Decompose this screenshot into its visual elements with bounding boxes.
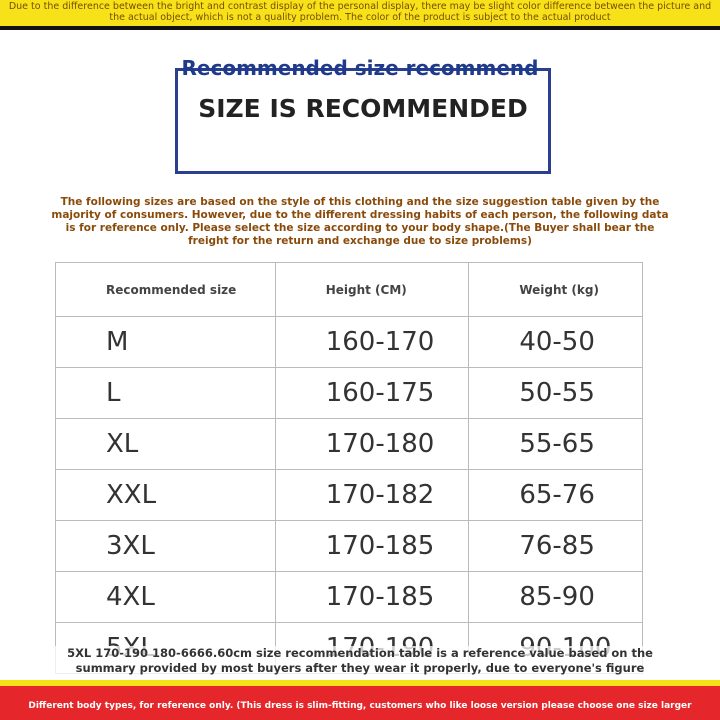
cell: Height (CM) [274, 262, 470, 317]
cell: XL [55, 418, 276, 470]
size-row: L 160-175 50-55 [55, 367, 643, 419]
cell: 55-65 [468, 418, 643, 470]
header-row: Recommended size Height (CM) Weight (kg) [55, 262, 643, 317]
size-row: M 160-170 40-50 [55, 316, 643, 368]
size-row: XXL 170-182 65-76 [55, 469, 643, 521]
cell: L [55, 367, 276, 419]
banner-title: SIZE IS RECOMMENDED [198, 94, 528, 123]
cell: 76-85 [468, 520, 643, 572]
cell: 160-175 [274, 367, 470, 419]
cell: 4XL [55, 571, 276, 623]
cell: Weight (kg) [468, 262, 643, 317]
size-row: XL 170-180 55-65 [55, 418, 643, 470]
title-box [175, 68, 551, 174]
cell: 170-185 [274, 520, 470, 572]
cell: 3XL [55, 520, 276, 572]
size-row: 3XL 170-185 76-85 [55, 520, 643, 572]
cell: XXL [55, 469, 276, 521]
heading: Recommended size recommend [181, 56, 539, 80]
cell: 170-180 [274, 418, 470, 470]
cell: 85-90 [468, 571, 643, 623]
footer: Different body types, for reference only… [0, 680, 720, 720]
cell: 40-50 [468, 316, 643, 368]
cell: 170-182 [274, 469, 470, 521]
notice: Due to the difference between the bright… [0, 0, 720, 30]
cell: 160-170 [274, 316, 470, 368]
cell: 65-76 [468, 469, 643, 521]
footnote: 5XL 170-190 180-6666.60cm size recommend… [50, 646, 670, 676]
size-table: Recommended size Height (CM) Weight (kg) M 1… [55, 262, 643, 674]
cell: 50-55 [468, 367, 643, 419]
cell: Recommended size [55, 262, 276, 317]
size-row: 4XL 170-185 85-90 [55, 571, 643, 623]
intro: The following sizes are based on the sty… [51, 196, 669, 247]
cell: 170-185 [274, 571, 470, 623]
cell: M [55, 316, 276, 368]
